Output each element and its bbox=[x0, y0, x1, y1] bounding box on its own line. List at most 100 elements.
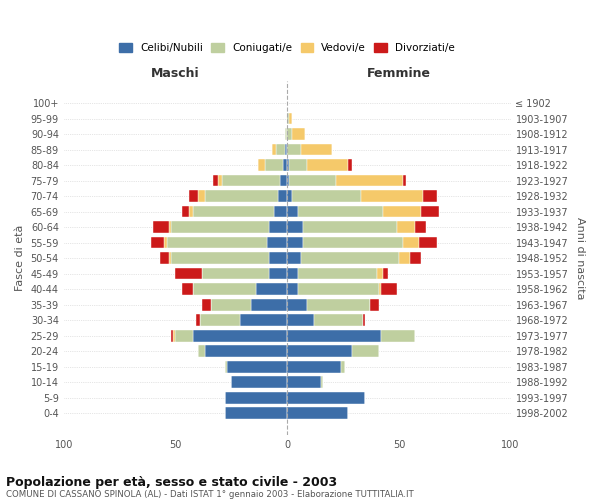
Bar bbox=[301, 144, 332, 156]
Bar bbox=[251, 299, 287, 310]
Bar bbox=[287, 206, 298, 218]
Bar bbox=[287, 237, 303, 248]
Bar bbox=[287, 268, 298, 280]
Bar bbox=[267, 237, 287, 248]
Bar bbox=[415, 222, 426, 233]
Legend: Celibi/Nubili, Coniugati/e, Vedovi/e, Divorziati/e: Celibi/Nubili, Coniugati/e, Vedovi/e, Di… bbox=[115, 38, 459, 58]
Bar bbox=[198, 190, 205, 202]
Bar bbox=[171, 252, 269, 264]
Bar bbox=[287, 376, 321, 388]
Bar bbox=[200, 314, 240, 326]
Bar bbox=[280, 175, 287, 186]
Bar bbox=[287, 160, 289, 171]
Bar bbox=[198, 346, 205, 357]
Bar bbox=[287, 252, 301, 264]
Bar bbox=[205, 346, 287, 357]
Bar bbox=[298, 206, 383, 218]
Bar bbox=[287, 361, 341, 372]
Bar bbox=[227, 361, 287, 372]
Bar bbox=[303, 222, 397, 233]
Bar bbox=[173, 330, 175, 342]
Bar bbox=[224, 361, 227, 372]
Bar bbox=[337, 175, 403, 186]
Bar bbox=[298, 284, 379, 295]
Bar bbox=[287, 408, 347, 419]
Bar bbox=[285, 144, 287, 156]
Bar bbox=[193, 206, 274, 218]
Bar bbox=[347, 160, 352, 171]
Bar bbox=[175, 330, 193, 342]
Bar bbox=[289, 113, 292, 124]
Bar bbox=[160, 252, 169, 264]
Bar bbox=[287, 190, 292, 202]
Bar bbox=[361, 190, 424, 202]
Bar bbox=[381, 284, 397, 295]
Bar bbox=[274, 206, 287, 218]
Bar bbox=[314, 314, 363, 326]
Bar bbox=[182, 284, 193, 295]
Bar bbox=[276, 144, 285, 156]
Bar bbox=[232, 376, 287, 388]
Bar bbox=[289, 160, 307, 171]
Bar bbox=[214, 175, 218, 186]
Bar bbox=[292, 190, 361, 202]
Bar bbox=[167, 237, 267, 248]
Bar bbox=[370, 299, 379, 310]
Bar bbox=[153, 222, 169, 233]
Bar bbox=[298, 268, 377, 280]
Y-axis label: Fasce di età: Fasce di età bbox=[15, 225, 25, 292]
Bar bbox=[301, 252, 399, 264]
Bar bbox=[256, 284, 287, 295]
Bar bbox=[169, 252, 171, 264]
Y-axis label: Anni di nascita: Anni di nascita bbox=[575, 217, 585, 300]
Text: Popolazione per età, sesso e stato civile - 2003: Popolazione per età, sesso e stato civil… bbox=[6, 476, 337, 489]
Bar bbox=[399, 252, 410, 264]
Bar bbox=[218, 175, 223, 186]
Bar bbox=[287, 346, 352, 357]
Bar bbox=[424, 190, 437, 202]
Bar bbox=[289, 175, 337, 186]
Bar bbox=[352, 346, 379, 357]
Bar bbox=[223, 175, 280, 186]
Bar bbox=[202, 299, 211, 310]
Bar bbox=[265, 160, 283, 171]
Bar bbox=[287, 222, 303, 233]
Text: Maschi: Maschi bbox=[151, 67, 200, 80]
Bar bbox=[189, 206, 193, 218]
Bar bbox=[410, 252, 421, 264]
Bar bbox=[193, 284, 256, 295]
Bar bbox=[287, 175, 289, 186]
Bar bbox=[224, 408, 287, 419]
Bar bbox=[383, 268, 388, 280]
Bar bbox=[287, 314, 314, 326]
Bar bbox=[307, 299, 370, 310]
Bar bbox=[202, 268, 269, 280]
Bar bbox=[397, 222, 415, 233]
Bar bbox=[171, 330, 173, 342]
Bar bbox=[381, 330, 415, 342]
Bar bbox=[287, 392, 365, 404]
Bar bbox=[287, 330, 381, 342]
Bar bbox=[182, 206, 189, 218]
Bar bbox=[377, 268, 383, 280]
Bar bbox=[287, 144, 301, 156]
Bar bbox=[283, 160, 287, 171]
Bar bbox=[285, 128, 287, 140]
Bar bbox=[240, 314, 287, 326]
Bar bbox=[175, 268, 202, 280]
Bar bbox=[151, 237, 164, 248]
Bar bbox=[321, 376, 323, 388]
Bar bbox=[169, 222, 171, 233]
Bar bbox=[211, 299, 251, 310]
Bar bbox=[269, 252, 287, 264]
Bar bbox=[224, 392, 287, 404]
Bar bbox=[164, 237, 167, 248]
Bar bbox=[419, 237, 437, 248]
Bar bbox=[403, 237, 419, 248]
Bar bbox=[287, 113, 289, 124]
Bar bbox=[307, 160, 347, 171]
Bar bbox=[421, 206, 439, 218]
Bar bbox=[292, 128, 305, 140]
Bar bbox=[269, 222, 287, 233]
Bar bbox=[258, 160, 265, 171]
